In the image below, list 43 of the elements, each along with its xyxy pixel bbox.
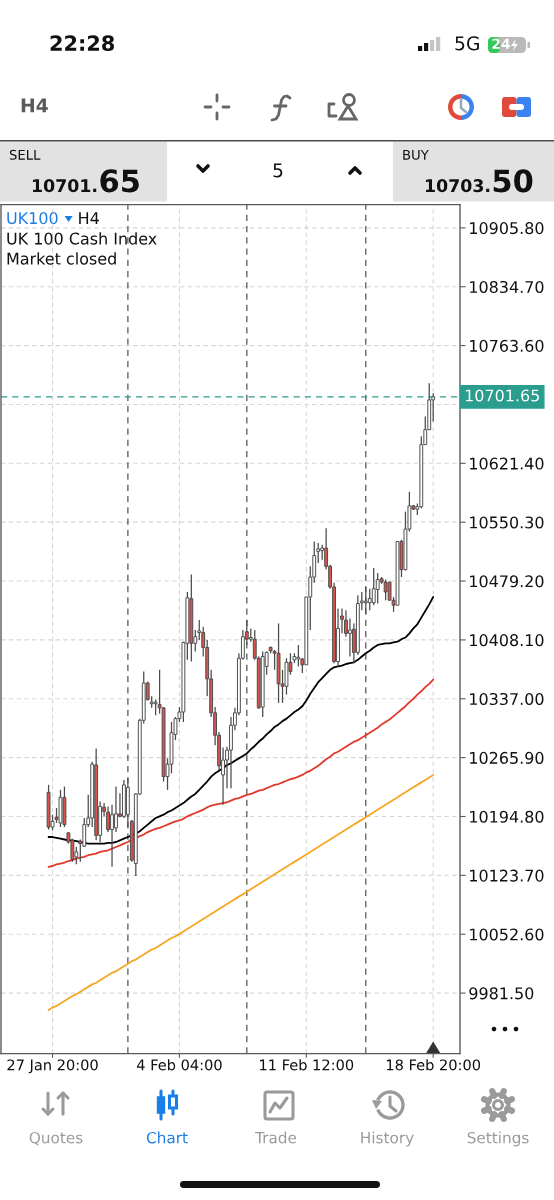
- x-tick-label: 11 Feb 12:00: [260, 1059, 354, 1071]
- text: 5G: [455, 36, 479, 51]
- text: H4: [21, 98, 48, 113]
- text: Trade: [255, 1131, 297, 1144]
- candlestick: [367, 588, 372, 611]
- y-tick-label: 9981.50: [469, 987, 534, 1000]
- candlestick: [371, 567, 376, 606]
- candlestick: [348, 617, 352, 658]
- text: Settings: [467, 1131, 529, 1147]
- ref-line-label: 10701.65: [465, 389, 539, 402]
- line-series: [47, 596, 435, 845]
- y-tick-label: 10905.80: [470, 222, 544, 235]
- chart-title: UK100: [7, 212, 58, 225]
- y-tick-label: 10763.60: [470, 339, 544, 352]
- y-tick-label: 10479.20: [470, 575, 544, 588]
- y-tick-label: 10834.70: [470, 280, 544, 294]
- candlestick: [296, 644, 301, 668]
- y-tick-label: 10123.70: [470, 869, 544, 882]
- text: UK 100 Cash Index: [7, 232, 157, 245]
- candlestick: [375, 572, 380, 605]
- text: 10701.65: [32, 169, 139, 193]
- y-tick-label: 10052.60: [470, 928, 544, 941]
- y-tick-label: 10194.80: [470, 810, 544, 823]
- text: Chart: [146, 1131, 188, 1144]
- y-tick-label: 10337.00: [470, 692, 544, 706]
- line-series: [47, 774, 435, 1011]
- line-series: [47, 678, 435, 868]
- y-tick-label: 10621.40: [470, 457, 544, 470]
- y-tick-label: 10550.30: [470, 516, 544, 529]
- text: 5: [273, 163, 283, 178]
- text: 10703.50: [425, 169, 533, 193]
- x-tick-label: 4 Feb 04:00: [136, 1059, 222, 1071]
- x-tick-label: 27 Jan 20:00: [7, 1059, 98, 1074]
- annotation: Market closed: [7, 252, 116, 265]
- annotation: H4: [79, 212, 99, 224]
- text: History: [361, 1131, 414, 1147]
- y-tick-label: 10265.90: [470, 751, 544, 764]
- text: Quotes: [29, 1131, 83, 1146]
- text: 22:28: [50, 35, 115, 52]
- text: BUY: [403, 150, 429, 160]
- text: SELL: [9, 149, 41, 160]
- x-tick-label: 18 Feb 20:00: [386, 1059, 481, 1071]
- y-tick-label: 10408.10: [470, 634, 544, 647]
